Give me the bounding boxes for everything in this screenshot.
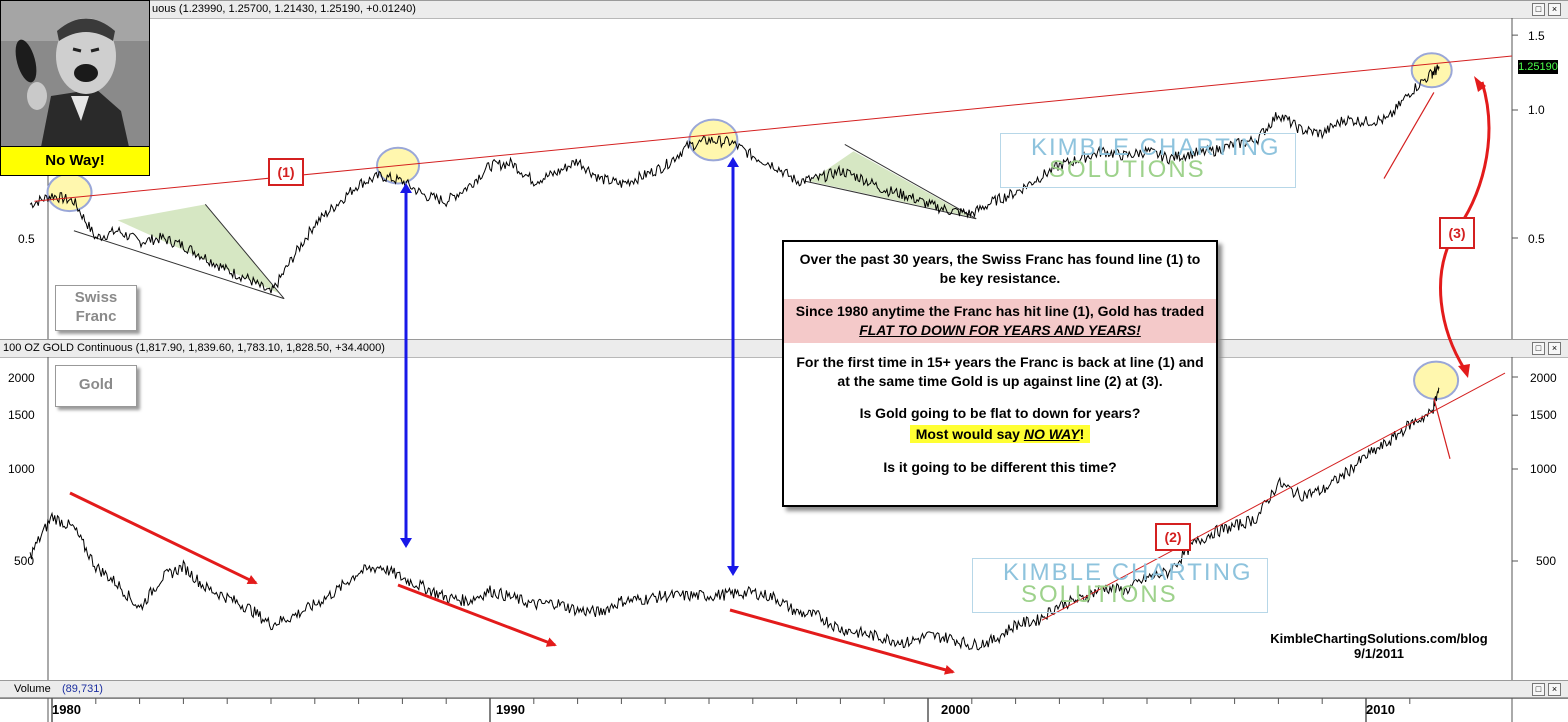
swiss-franc-label-text: Swiss Franc: [74, 289, 118, 325]
franc-right-tick-1.0: 1.0: [1528, 103, 1545, 117]
gold-line: [29, 387, 1440, 651]
blue-link-arrow-1988-head-top: [400, 183, 412, 193]
annotation-p4: Is Gold going to be flat to down for yea…: [859, 405, 1141, 421]
watermark-top-line-a: KIMBLE CHARTING: [1031, 134, 1281, 161]
watermark-top: KIMBLE CHARTING SOLUTIONS: [1000, 133, 1296, 188]
blue-link-arrow-1988-head-bottom: [400, 538, 412, 548]
franc-trend-line: [1383, 92, 1435, 179]
annotation-p5-prefix: Most would say: [915, 426, 1024, 442]
franc-touch-circle-1995: [688, 118, 739, 162]
angry-man-illustration: [1, 1, 149, 147]
annotation-p5-highlight: Most would say NO WAY!: [909, 425, 1091, 443]
credit-date: 9/1/2011: [1354, 646, 1404, 661]
annotation-p3: For the first time in 15+ years the Fran…: [796, 354, 1204, 389]
franc-triangle-1-upper-edge: [204, 204, 285, 299]
franc-right-tick-1.5: 1.5: [1528, 29, 1545, 43]
meme-caption-box: No Way!: [0, 146, 150, 176]
gold-down-arrow-2: [397, 583, 557, 647]
watermark-bottom-line-b: SOLUTIONS: [1021, 581, 1178, 608]
franc-left-tick-0.5: 0.5: [18, 232, 35, 246]
franc-triangle-1-lower-edge: [73, 230, 285, 300]
franc-header-text: uous (1.23990, 1.25700, 1.21430, 1.25190…: [152, 3, 416, 15]
gold-touch-circle-2011: [1413, 360, 1460, 401]
gold-header-text: 100 OZ GOLD Continuous (1,817.90, 1,839.…: [3, 342, 385, 354]
watermark-top-line-b: SOLUTIONS: [1049, 156, 1206, 183]
watermark-bottom: KIMBLE CHARTING SOLUTIONS: [972, 558, 1268, 613]
annotation-p5: Most would say NO WAY!: [784, 425, 1216, 444]
connector-arrow-3-head-bottom: [1458, 364, 1470, 378]
gold-left-tick-2000: 2000: [8, 371, 35, 385]
gold-right-tick-2000: 2000: [1530, 371, 1557, 385]
meme-image: [0, 0, 150, 148]
franc-last-price-tag: 1.25190: [1518, 60, 1558, 74]
annotation-box: Over the past 30 years, the Swiss Franc …: [782, 240, 1218, 507]
gold-left-tick-500: 500: [14, 554, 35, 568]
x-label-2000: 2000: [941, 702, 970, 717]
line-2-marker: (2): [1155, 523, 1191, 551]
line-3-marker-text: (3): [1448, 225, 1466, 241]
franc-restore-button[interactable]: □: [1532, 3, 1545, 16]
franc-touch-circle-2011: [1410, 52, 1453, 89]
gold-label: Gold: [55, 365, 137, 407]
gold-right-tick-1500: 1500: [1530, 408, 1557, 422]
line-1-marker-text: (1): [277, 164, 295, 180]
volume-header-label: Volume: [14, 683, 51, 695]
gold-down-arrow-3: [729, 608, 955, 675]
watermark-bottom-line-a: KIMBLE CHARTING: [1003, 559, 1253, 586]
x-axis-ticks: [51, 34, 1518, 722]
annotation-p5-suffix: !: [1079, 426, 1085, 442]
volume-close-button[interactable]: ×: [1548, 683, 1561, 696]
gold-left-tick-1500: 1500: [8, 408, 35, 422]
credit-site: KimbleChartingSolutions.com/blog: [1270, 631, 1488, 646]
meme-caption: No Way!: [45, 152, 105, 169]
gold-down-arrow-1: [69, 491, 258, 585]
gold-restore-button[interactable]: □: [1532, 342, 1545, 355]
gold-trend-line: [1433, 398, 1451, 459]
gold-label-text: Gold: [78, 376, 114, 393]
gold-right-tick-500: 500: [1536, 554, 1557, 568]
annotation-p2: Since 1980 anytime the Franc has hit lin…: [784, 299, 1216, 343]
annotation-p5-emph: NO WAY: [1023, 426, 1080, 442]
volume-restore-button[interactable]: □: [1532, 683, 1545, 696]
annotation-p2-prefix: Since 1980 anytime the Franc has hit lin…: [795, 303, 1205, 319]
x-label-1980: 1980: [52, 702, 81, 717]
connector-arrow-3-head-top: [1474, 76, 1486, 92]
line-2-marker-text: (2): [1164, 529, 1182, 545]
annotation-p1: Over the past 30 years, the Swiss Franc …: [799, 251, 1201, 286]
franc-price-series: [29, 64, 1440, 294]
franc-line: [29, 64, 1440, 294]
resistance-line-2: [1041, 372, 1506, 621]
x-label-1990: 1990: [496, 702, 525, 717]
gold-close-button[interactable]: ×: [1548, 342, 1561, 355]
line-3-marker: (3): [1439, 217, 1475, 249]
swiss-franc-label: Swiss Franc: [55, 285, 137, 331]
franc-triangle-1: [117, 204, 280, 294]
franc-right-tick-0.5: 0.5: [1528, 232, 1545, 246]
line-1-marker: (1): [268, 158, 304, 186]
franc-triangle-2: [809, 151, 972, 218]
franc-triangle-patterns: [73, 143, 977, 300]
volume-header-value: (89,731): [62, 683, 103, 695]
annotation-p6: Is it going to be different this time?: [883, 459, 1117, 475]
gold-price-series: [29, 387, 1440, 651]
blue-link-arrow-1995-head-bottom: [727, 566, 739, 576]
franc-triangle-2-upper-edge: [844, 143, 977, 220]
franc-header-bar: uous (1.23990, 1.25700, 1.21430, 1.25190…: [0, 0, 1568, 19]
blue-link-arrow-1995-head-top: [727, 157, 739, 167]
gold-right-tick-1000: 1000: [1530, 462, 1557, 476]
franc-touch-circle-1980: [46, 172, 93, 213]
franc-close-button[interactable]: ×: [1548, 3, 1561, 16]
x-label-2010: 2010: [1366, 702, 1395, 717]
annotation-p2-emph: FLAT TO DOWN FOR YEARS AND YEARS!: [859, 322, 1141, 338]
credit-block: KimbleChartingSolutions.com/blog 9/1/201…: [1262, 631, 1496, 661]
franc-resistance-circles: [46, 52, 1460, 401]
gold-left-tick-1000: 1000: [8, 462, 35, 476]
